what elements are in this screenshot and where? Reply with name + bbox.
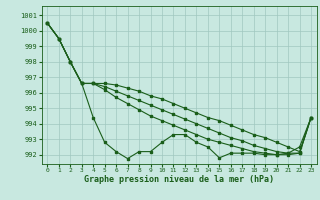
X-axis label: Graphe pression niveau de la mer (hPa): Graphe pression niveau de la mer (hPa) (84, 175, 274, 184)
